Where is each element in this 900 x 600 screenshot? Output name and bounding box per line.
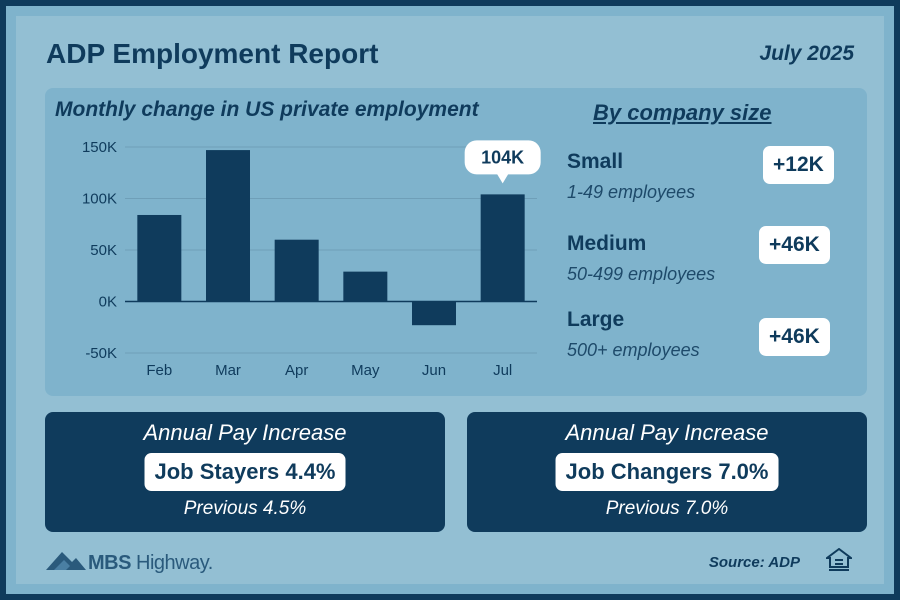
- x-tick-label: Jul: [493, 362, 512, 379]
- x-tick-label: Mar: [215, 362, 241, 379]
- report-date: July 2025: [759, 42, 854, 65]
- bar-jul: [480, 194, 525, 302]
- company-size-heading: By company size: [593, 100, 772, 125]
- callout-label: 104K: [481, 147, 524, 167]
- mbs-logo-icon: [46, 552, 86, 570]
- pay-stayers-value: Job Stayers 4.4%: [144, 453, 346, 491]
- y-tick-label: -50K: [85, 345, 117, 362]
- x-tick-label: Feb: [146, 362, 172, 379]
- logo-mark: .: [207, 552, 214, 574]
- y-tick-label: 150K: [82, 139, 117, 156]
- y-tick-label: 100K: [82, 191, 117, 208]
- logo-bold: MBS: [88, 552, 131, 574]
- equal-housing-icon: [826, 548, 852, 571]
- callout-bubble: [464, 140, 541, 175]
- x-tick-label: Jun: [422, 362, 446, 379]
- pay-card-stayers: Annual Pay Increase Job Stayers 4.4% Pre…: [45, 412, 445, 532]
- bar-jun: [412, 301, 456, 326]
- pay-changers-label: Annual Pay Increase: [565, 420, 769, 445]
- bar-mar: [206, 150, 250, 302]
- size-large-desc: 500+ employees: [567, 340, 700, 360]
- size-medium-name: Medium: [567, 232, 647, 255]
- size-large-name: Large: [567, 308, 625, 331]
- size-small-name: Small: [567, 150, 624, 173]
- source-label: Source: ADP: [708, 554, 800, 571]
- mbs-logo-text: MBS Highway.: [88, 552, 213, 575]
- pay-card-changers: Annual Pay Increase Job Changers 7.0% Pr…: [467, 412, 867, 532]
- bar-apr: [274, 239, 319, 302]
- y-tick-label: 0K: [99, 294, 117, 311]
- x-tick-label: Apr: [285, 362, 308, 379]
- pay-changers-value: Job Changers 7.0%: [555, 453, 779, 491]
- size-small-value: +12K: [763, 146, 834, 184]
- bar-feb: [137, 214, 182, 302]
- pay-stayers-label: Annual Pay Increase: [143, 420, 347, 445]
- size-small-desc: 1-49 employees: [567, 182, 696, 202]
- pay-changers-previous: Previous 7.0%: [605, 498, 729, 519]
- chart-panel: 150K 100K 50K 0K -50K Feb Mar Apr May Jun Jul 104K …: [45, 88, 867, 396]
- chart-title: Monthly change in US private employment: [55, 98, 479, 121]
- bar-may: [343, 271, 388, 302]
- pay-stayers-previous: Previous 4.5%: [183, 498, 307, 519]
- size-medium-desc: 50-499 employees: [567, 264, 716, 284]
- logo-light: Highway: [130, 552, 208, 574]
- report-title: ADP Employment Report: [46, 38, 379, 69]
- size-large-value: +46K: [759, 318, 830, 356]
- outer-frame: ADP Employment Report July 2025 150K 100K…: [6, 6, 894, 594]
- size-medium-value: +46K: [759, 226, 830, 264]
- callout-pointer: [496, 173, 509, 184]
- report-card: ADP Employment Report July 2025 150K 100K…: [16, 16, 884, 584]
- y-tick-label: 50K: [90, 242, 117, 259]
- bar-chart: 150K 100K 50K 0K -50K Feb Mar Apr May Jun Jul 104K: [82, 139, 541, 379]
- x-tick-label: May: [351, 362, 380, 379]
